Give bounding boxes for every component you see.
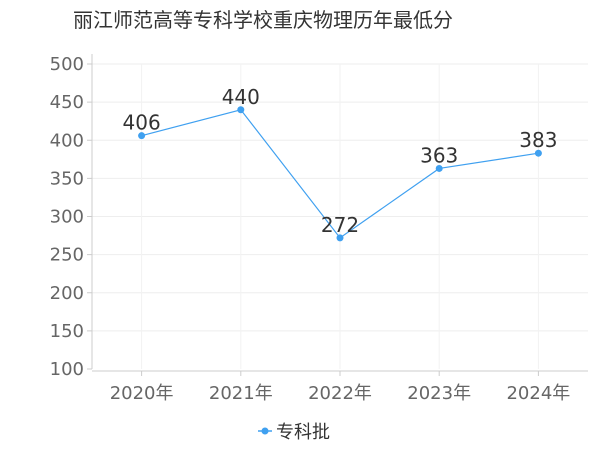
data-label: 272 bbox=[321, 213, 359, 237]
data-point[interactable] bbox=[336, 234, 344, 242]
y-tick-label: 300 bbox=[50, 207, 84, 228]
data-point[interactable] bbox=[435, 164, 443, 172]
y-tick-label: 150 bbox=[50, 321, 84, 342]
data-label: 363 bbox=[420, 143, 458, 167]
grid-lines bbox=[92, 63, 588, 369]
legend-marker-icon bbox=[261, 427, 269, 435]
data-label: 406 bbox=[123, 111, 161, 135]
data-point[interactable] bbox=[138, 132, 146, 140]
legend-label: 专科批 bbox=[276, 422, 330, 443]
data-point[interactable] bbox=[237, 106, 245, 114]
chart-title: 丽江师范高等专科学校重庆物理历年最低分 bbox=[73, 8, 453, 32]
x-axis-tick-labels: 2020年 2021年 2022年 2023年 2024年 bbox=[110, 383, 571, 404]
data-label: 383 bbox=[519, 128, 557, 152]
x-tick-label: 2023年 bbox=[407, 383, 471, 404]
y-tick-label: 200 bbox=[50, 283, 84, 304]
y-tick-label: 100 bbox=[50, 359, 84, 380]
y-tick-label: 250 bbox=[50, 245, 84, 266]
y-axis-tick-labels: 100 150 200 250 300 350 400 450 500 bbox=[50, 54, 84, 380]
y-tick-label: 400 bbox=[50, 130, 84, 151]
y-tick-label: 350 bbox=[50, 168, 84, 189]
data-point[interactable] bbox=[534, 149, 542, 157]
data-label: 440 bbox=[222, 85, 260, 109]
y-tick-label: 450 bbox=[50, 92, 84, 113]
x-tick-label: 2021年 bbox=[209, 383, 273, 404]
legend[interactable]: 专科批 bbox=[258, 422, 330, 443]
x-tick-label: 2020年 bbox=[110, 383, 174, 404]
axes bbox=[87, 54, 588, 376]
x-tick-label: 2024年 bbox=[506, 383, 570, 404]
series-layer bbox=[138, 106, 542, 242]
x-tick-label: 2022年 bbox=[308, 383, 372, 404]
data-labels: 406 440 272 363 383 bbox=[123, 85, 558, 237]
y-tick-label: 500 bbox=[50, 54, 84, 75]
